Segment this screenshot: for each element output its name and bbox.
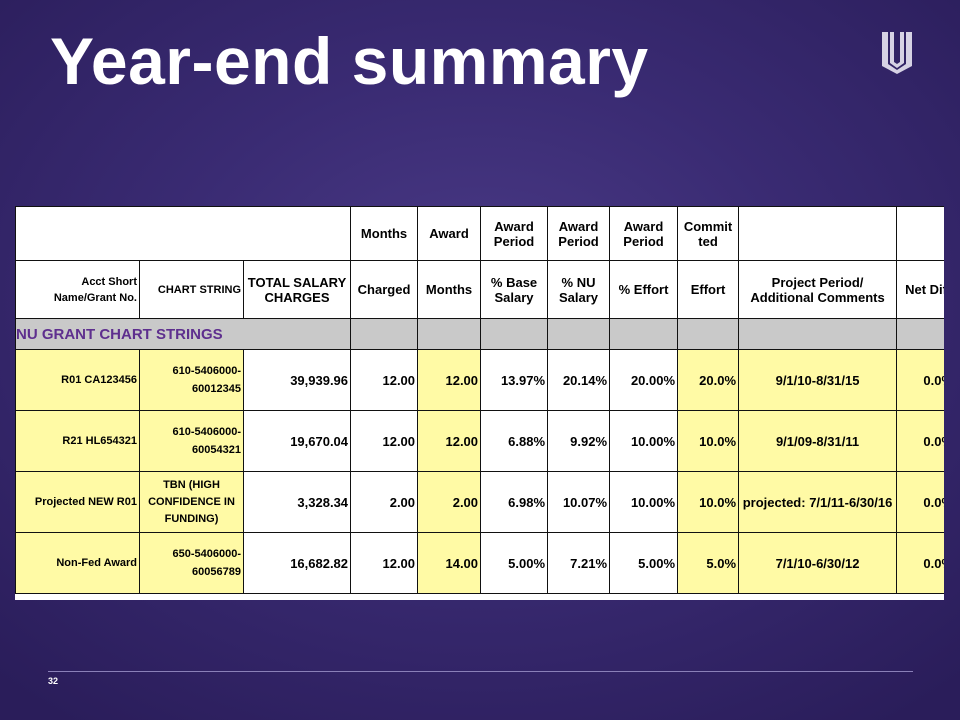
cell-comments: 7/1/10-6/30/12 bbox=[738, 532, 898, 594]
cell-chart-string: TBN (HIGH CONFIDENCE IN FUNDING) bbox=[139, 471, 244, 533]
header-blank-comments bbox=[738, 206, 898, 261]
header-pct-nu-salary: % NU Salary bbox=[547, 260, 611, 319]
header-award-period-1: Award Period bbox=[480, 206, 549, 261]
cell-net-dif: 0.0% bbox=[896, 349, 944, 411]
salary-summary-table-container: Months Award Award Period Award Period A… bbox=[15, 206, 944, 600]
header-months: Months bbox=[350, 206, 419, 261]
cell-charged: 12.00 bbox=[350, 410, 419, 472]
cell-comments: projected: 7/1/11-6/30/16 bbox=[738, 471, 898, 533]
cell-pct-nu: 7.21% bbox=[547, 532, 611, 594]
cell-acct: R21 HL654321 bbox=[15, 410, 140, 472]
header-blank-cell bbox=[15, 206, 352, 261]
cell-pct-nu: 9.92% bbox=[547, 410, 611, 472]
cell-effort: 20.0% bbox=[677, 349, 740, 411]
cell-award-months: 2.00 bbox=[417, 471, 482, 533]
header-row-1: Months Award Award Period Award Period A… bbox=[15, 206, 944, 261]
section-cell bbox=[350, 318, 419, 350]
cell-chart-string: 650-5406000-60056789 bbox=[139, 532, 244, 594]
header-total-salary-charges: TOTAL SALARY CHARGES bbox=[242, 260, 352, 319]
section-cell bbox=[417, 318, 482, 350]
section-label: NU GRANT CHART STRINGS bbox=[15, 318, 352, 350]
cell-award-months: 12.00 bbox=[417, 349, 482, 411]
cell-pct-base: 5.00% bbox=[480, 532, 549, 594]
table-row: Projected NEW R01 TBN (HIGH CONFIDENCE I… bbox=[15, 471, 944, 533]
table-row: R01 CA123456 610-5406000-60012345 39,939… bbox=[15, 349, 944, 411]
header-award: Award bbox=[417, 206, 482, 261]
header-acct-short-name: Acct Short Name/Grant No. bbox=[15, 260, 140, 319]
slide-title: Year-end summary bbox=[50, 24, 649, 98]
cell-pct-effort: 10.00% bbox=[609, 410, 679, 472]
header-effort: Effort bbox=[677, 260, 740, 319]
cell-pct-effort: 20.00% bbox=[609, 349, 679, 411]
section-cell bbox=[738, 318, 898, 350]
cell-acct: Non-Fed Award bbox=[15, 532, 140, 594]
cell-comments: 9/1/10-8/31/15 bbox=[738, 349, 898, 411]
cell-net-dif: 0.0% bbox=[896, 532, 944, 594]
section-cell bbox=[677, 318, 740, 350]
cell-pct-base: 13.97% bbox=[480, 349, 549, 411]
cell-effort: 10.0% bbox=[677, 471, 740, 533]
header-committed: Commit ted bbox=[677, 206, 740, 261]
cell-chart-string: 610-5406000-60054321 bbox=[139, 410, 244, 472]
section-row: NU GRANT CHART STRINGS bbox=[15, 318, 944, 350]
cell-net-dif: 0.0% bbox=[896, 410, 944, 472]
cell-total-salary: 39,939.96 bbox=[242, 349, 352, 411]
cell-charged: 2.00 bbox=[350, 471, 419, 533]
cell-pct-nu: 10.07% bbox=[547, 471, 611, 533]
cell-acct: R01 CA123456 bbox=[15, 349, 140, 411]
cell-net-dif: 0.0% bbox=[896, 471, 944, 533]
header-blank-net bbox=[896, 206, 944, 261]
section-cell bbox=[896, 318, 944, 350]
page-number: 32 bbox=[48, 676, 59, 686]
cell-pct-effort: 10.00% bbox=[609, 471, 679, 533]
cell-total-salary: 16,682.82 bbox=[242, 532, 352, 594]
header-award-period-2: Award Period bbox=[547, 206, 611, 261]
header-row-2: Acct Short Name/Grant No. CHART STRING T… bbox=[15, 260, 944, 319]
section-cell bbox=[609, 318, 679, 350]
header-pct-base-salary: % Base Salary bbox=[480, 260, 549, 319]
cell-charged: 12.00 bbox=[350, 532, 419, 594]
cell-effort: 10.0% bbox=[677, 410, 740, 472]
header-award-period-3: Award Period bbox=[609, 206, 679, 261]
header-chart-string: CHART STRING bbox=[139, 260, 244, 319]
header-award-months: Months bbox=[417, 260, 482, 319]
header-net-dif: Net Dif bbox=[896, 260, 944, 319]
cell-charged: 12.00 bbox=[350, 349, 419, 411]
cell-chart-string: 610-5406000-60012345 bbox=[139, 349, 244, 411]
cell-acct: Projected NEW R01 bbox=[15, 471, 140, 533]
cell-effort: 5.0% bbox=[677, 532, 740, 594]
cell-pct-effort: 5.00% bbox=[609, 532, 679, 594]
cell-total-salary: 3,328.34 bbox=[242, 471, 352, 533]
table-row: R21 HL654321 610-5406000-60054321 19,670… bbox=[15, 410, 944, 472]
header-pct-effort: % Effort bbox=[609, 260, 679, 319]
cell-pct-base: 6.98% bbox=[480, 471, 549, 533]
salary-summary-table: Months Award Award Period Award Period A… bbox=[15, 206, 944, 594]
table-row: Non-Fed Award 650-5406000-60056789 16,68… bbox=[15, 532, 944, 594]
cell-total-salary: 19,670.04 bbox=[242, 410, 352, 472]
cell-pct-base: 6.88% bbox=[480, 410, 549, 472]
cell-pct-nu: 20.14% bbox=[547, 349, 611, 411]
header-charged: Charged bbox=[350, 260, 419, 319]
section-cell bbox=[547, 318, 611, 350]
cell-award-months: 12.00 bbox=[417, 410, 482, 472]
header-project-period-comments: Project Period/ Additional Comments bbox=[738, 260, 898, 319]
cell-comments: 9/1/09-8/31/11 bbox=[738, 410, 898, 472]
northwestern-university-logo-icon bbox=[882, 32, 912, 74]
section-cell bbox=[480, 318, 549, 350]
cell-award-months: 14.00 bbox=[417, 532, 482, 594]
footer-divider bbox=[48, 671, 913, 672]
